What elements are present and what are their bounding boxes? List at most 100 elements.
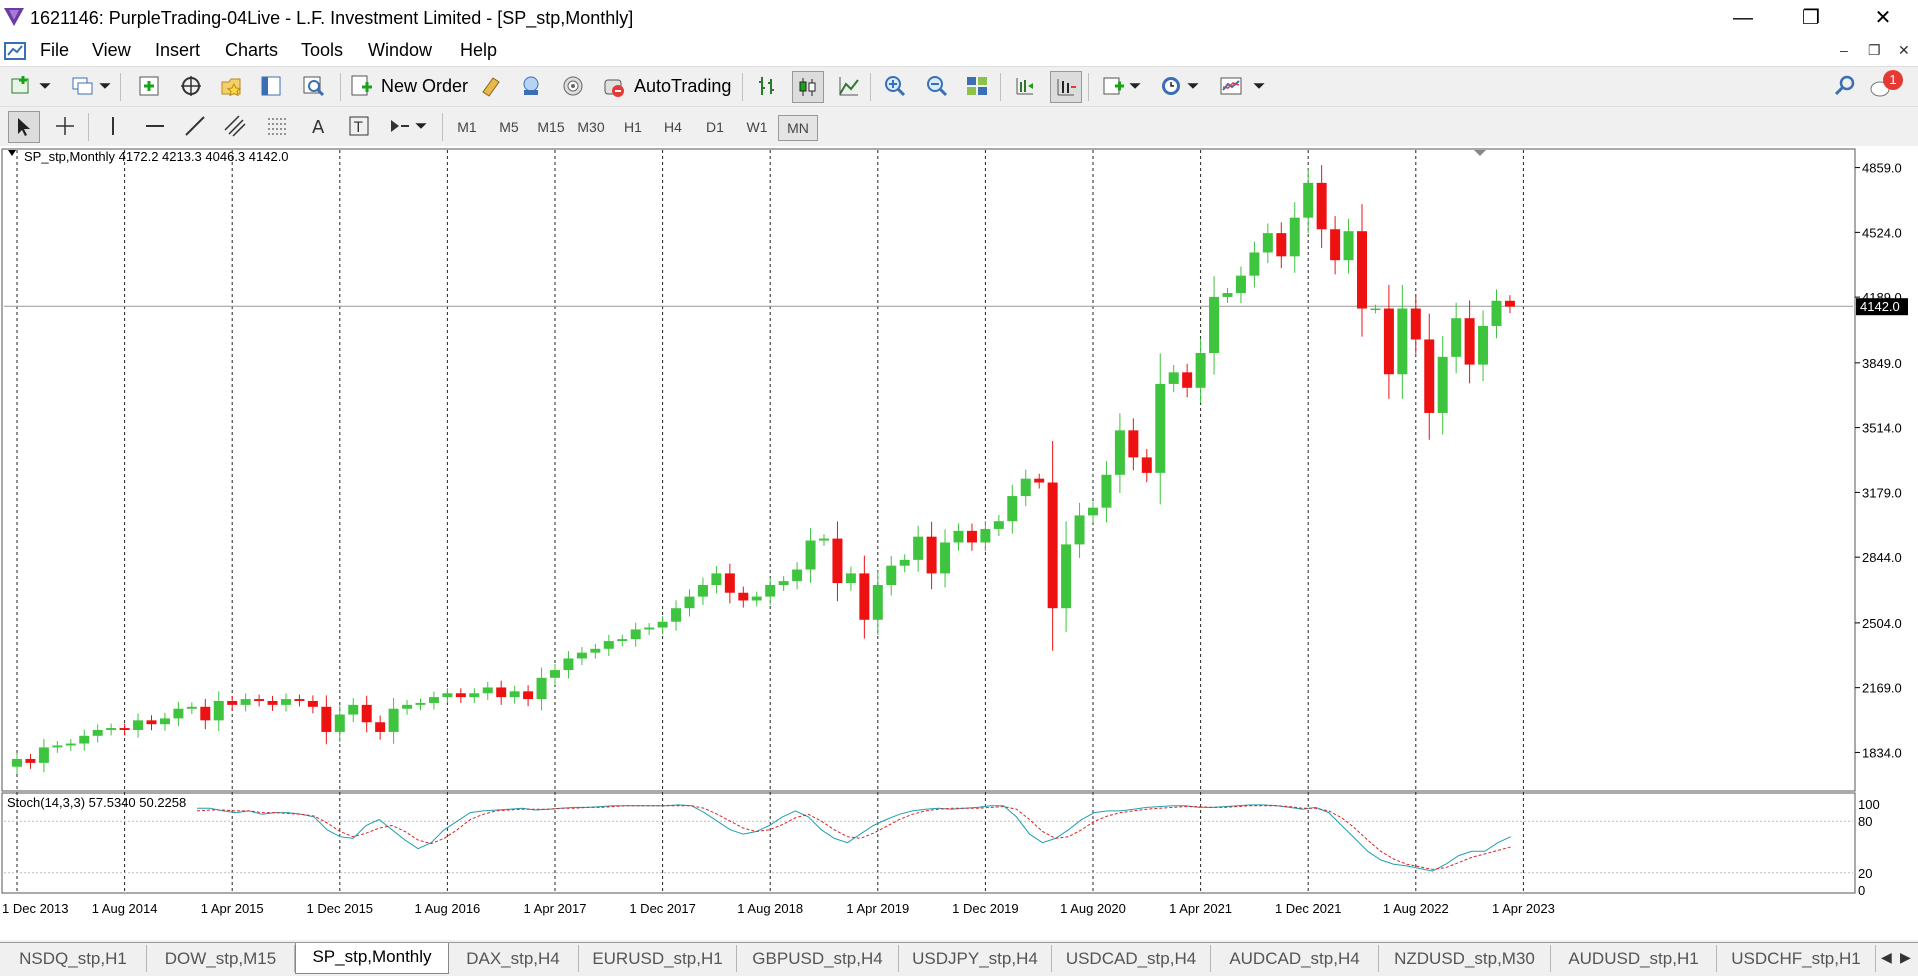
search-icon[interactable]	[1830, 71, 1860, 101]
horizontal-line-icon[interactable]	[140, 111, 170, 141]
candle-body	[859, 573, 870, 620]
navigator-icon[interactable]	[216, 71, 246, 101]
arrows-icon[interactable]	[384, 111, 414, 141]
candle-body	[388, 708, 399, 732]
tab-audcad[interactable]: AUDCAD_stp,H4	[1211, 945, 1379, 972]
templates-icon[interactable]	[1216, 71, 1246, 101]
chart-window-icon[interactable]	[4, 40, 26, 65]
cursor-icon[interactable]	[8, 111, 40, 143]
menu-view[interactable]: View	[92, 40, 131, 60]
bar-chart-icon[interactable]	[752, 71, 782, 101]
chart-window[interactable]: 100 80 20 0 4859.0 4524.0 4189.0 3849.0 3514.0 3…	[0, 146, 1918, 940]
menu-insert[interactable]: Insert	[155, 40, 201, 60]
tab-sp[interactable]: SP_stp,Monthly	[295, 943, 449, 974]
menu-help[interactable]: Help	[460, 40, 498, 60]
restore-icon[interactable]: ❐	[1802, 7, 1820, 29]
tab-gbpusd[interactable]: GBPUSD_stp,H4	[737, 945, 899, 972]
market-signal-icon[interactable]	[558, 71, 588, 101]
candle-body	[25, 759, 36, 763]
zoom-out-icon[interactable]	[922, 71, 952, 101]
tab-audusd[interactable]: AUDUSD_stp,H1	[1551, 945, 1717, 972]
collapse-triangle-icon[interactable]	[8, 150, 16, 156]
tab-dow[interactable]: DOW_stp,M15	[147, 945, 295, 972]
timeframe-m30[interactable]: M30	[577, 119, 605, 135]
new-order-icon[interactable]	[346, 71, 376, 101]
timeframe-mn[interactable]: MN	[778, 115, 818, 141]
timeframe-d1[interactable]: D1	[706, 119, 724, 135]
candlesticks-icon[interactable]	[792, 71, 824, 103]
close-icon[interactable]: ✕	[1874, 7, 1892, 29]
trendline-icon[interactable]	[180, 111, 210, 141]
tab-nzdusd[interactable]: NZDUSD_stp,M30	[1379, 945, 1551, 972]
strategy-tester-icon[interactable]	[298, 71, 328, 101]
menu-bar: File View Insert Charts Tools Window Hel…	[0, 36, 1918, 66]
indicators-dropdown-icon[interactable]	[1128, 71, 1142, 101]
timeframe-m1[interactable]: M1	[457, 119, 477, 135]
periods-icon[interactable]	[1156, 71, 1186, 101]
timeframe-w1[interactable]: W1	[746, 119, 768, 135]
templates-dropdown-icon[interactable]	[1252, 71, 1266, 101]
candle-body	[227, 701, 238, 705]
new-chart-dropdown-icon[interactable]	[38, 71, 52, 101]
current-price-value: 4142.0	[1860, 299, 1900, 314]
timeframe-h4[interactable]: H4	[664, 119, 682, 135]
autoscroll-icon[interactable]	[1050, 71, 1082, 103]
menu-charts[interactable]: Charts	[225, 40, 279, 60]
data-window-icon[interactable]	[176, 71, 206, 101]
line-chart-icon[interactable]	[834, 71, 864, 101]
tab-usdchf[interactable]: USDCHF_stp,H1	[1717, 945, 1876, 972]
equidistant-channel-icon[interactable]	[220, 111, 250, 141]
menu-file[interactable]: File	[40, 40, 70, 60]
timeframe-h1[interactable]: H1	[624, 119, 642, 135]
menu-tools[interactable]: Tools	[301, 40, 344, 60]
arrows-dropdown-icon[interactable]	[414, 111, 428, 141]
vertical-line-icon[interactable]	[98, 111, 128, 141]
text-icon[interactable]: A	[304, 111, 334, 141]
chart-shift-icon[interactable]	[1010, 71, 1040, 101]
candle-body	[1383, 308, 1394, 375]
text-label-icon[interactable]: T	[344, 111, 374, 141]
tabs-scroll-right-icon[interactable]: ▶	[1900, 949, 1911, 965]
mdi-close-icon[interactable]: ✕	[1898, 42, 1910, 58]
candle-body	[913, 536, 924, 560]
candle-body	[980, 528, 991, 543]
mdi-minimize-icon[interactable]: –	[1840, 42, 1848, 58]
new-order-button[interactable]: New Order	[381, 76, 469, 96]
profiles-icon[interactable]	[68, 71, 98, 101]
terminal-icon[interactable]	[256, 71, 286, 101]
periods-dropdown-icon[interactable]	[1186, 71, 1200, 101]
autotrading-icon[interactable]	[598, 71, 628, 101]
svg-text:A: A	[312, 117, 325, 138]
zoom-in-icon[interactable]	[880, 71, 910, 101]
tab-dax[interactable]: DAX_stp,H4	[448, 945, 579, 972]
timeframe-m15[interactable]: M15	[537, 119, 565, 135]
minimize-icon[interactable]: —	[1733, 7, 1753, 29]
mdi-restore-icon[interactable]: ❐	[1868, 42, 1881, 58]
timeframe-m5[interactable]: M5	[499, 119, 519, 135]
menu-window[interactable]: Window	[368, 40, 433, 60]
crosshair-icon[interactable]	[50, 111, 80, 141]
tab-eurusd[interactable]: EURUSD_stp,H1	[579, 945, 737, 972]
tab-label: AUDUSD_stp,H1	[1568, 949, 1699, 968]
tabs-scroll-left-icon[interactable]: ◀	[1881, 949, 1892, 965]
indicators-icon[interactable]	[1098, 71, 1128, 101]
profiles-dropdown-icon[interactable]	[98, 71, 112, 101]
tab-label: AUDCAD_stp,H4	[1229, 949, 1360, 968]
tab-usdcad[interactable]: USDCAD_stp,H4	[1052, 945, 1211, 972]
notification-badge[interactable]: 1	[1883, 70, 1903, 90]
autotrading-button[interactable]: AutoTrading	[634, 76, 732, 96]
candle-body	[724, 573, 735, 593]
candle-body	[872, 585, 883, 620]
candle-body	[334, 714, 345, 732]
tile-windows-icon[interactable]	[962, 71, 992, 101]
trading-signals-icon[interactable]	[516, 71, 546, 101]
metaeditor-icon[interactable]	[476, 71, 506, 101]
new-chart-icon[interactable]	[6, 71, 36, 101]
fibonacci-icon[interactable]	[262, 111, 292, 141]
current-price-tag	[1856, 298, 1908, 316]
tab-usdjpy[interactable]: USDJPY_stp,H4	[899, 945, 1052, 972]
market-watch-icon[interactable]	[134, 71, 164, 101]
candle-body	[52, 745, 63, 748]
tab-nsdq[interactable]: NSDQ_stp,H1	[0, 945, 147, 972]
